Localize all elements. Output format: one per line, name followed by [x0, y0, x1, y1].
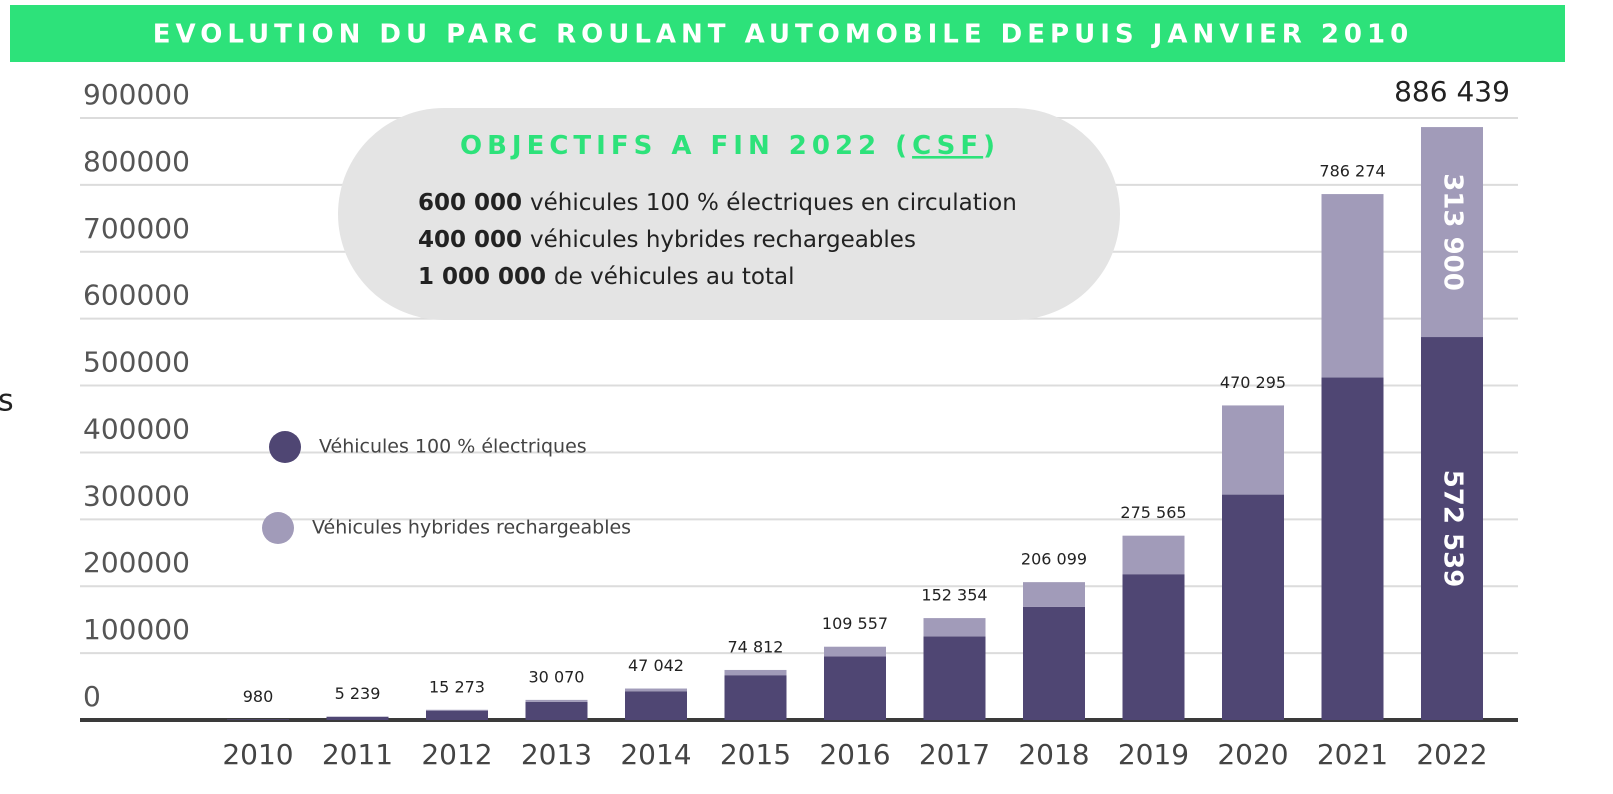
- annotation-bold: 600 000: [418, 190, 522, 216]
- y-tick-label: 900000: [83, 78, 190, 111]
- annotation-box: [338, 108, 1120, 320]
- title-bar: [10, 5, 1565, 62]
- y-tick-label: 300000: [83, 479, 190, 512]
- x-tick-label: 2017: [919, 738, 990, 771]
- x-tick-label: 2019: [1118, 738, 1189, 771]
- bar-segment: [525, 701, 588, 720]
- total-label: 980: [243, 687, 274, 706]
- total-label: 74 812: [728, 637, 784, 656]
- y-tick-label: 100000: [83, 613, 190, 646]
- x-tick-label: 2021: [1317, 738, 1388, 771]
- bar-segment: [1421, 127, 1483, 338]
- annotation-line: 1 000 000 de véhicules au total: [418, 264, 794, 290]
- y-tick-label: 500000: [83, 346, 190, 379]
- bar-segment: [1122, 574, 1185, 720]
- x-tick-label: 2016: [819, 738, 890, 771]
- bar-segment: [426, 709, 488, 711]
- y-tick-label: 800000: [83, 145, 190, 178]
- bar-segment: [625, 691, 687, 720]
- grid: 0 100000 200000 300000 400000 500000 600000 700…: [80, 78, 1518, 722]
- annotation-text: de véhicules au total: [554, 264, 794, 290]
- bars: 2010 980 2011 5 239 2012 15 273 2013 30 070 2014…: [222, 75, 1510, 771]
- total-label: 886 439: [1394, 75, 1510, 108]
- y-tick-label: 200000: [83, 546, 190, 579]
- total-label: 275 565: [1120, 503, 1186, 522]
- bar-segment: [824, 656, 886, 720]
- annotation-line: 600 000 véhicules 100 % électriques en ci…: [418, 190, 1017, 216]
- total-label: 786 274: [1319, 162, 1385, 181]
- y-tick-label: 700000: [83, 212, 190, 245]
- bar-segment: [724, 669, 787, 676]
- total-label: 152 354: [921, 586, 987, 605]
- x-tick-label: 2022: [1416, 738, 1487, 771]
- annotation-text: véhicules hybrides rechargeables: [530, 227, 916, 253]
- x-tick-label: 2015: [720, 738, 791, 771]
- total-label: 15 273: [429, 677, 485, 696]
- total-label: 109 557: [822, 614, 888, 633]
- legend: Véhicules 100 % électriques Véhicules hyb…: [262, 431, 631, 544]
- annotation-title: OBJECTIFS A FIN 2022 (CSF): [460, 131, 1000, 161]
- total-label: 30 070: [529, 667, 585, 686]
- x-tick-label: 2010: [222, 738, 293, 771]
- x-tick-label: 2011: [322, 738, 393, 771]
- bar-segment: [1421, 337, 1483, 720]
- bar-segment: [426, 710, 488, 720]
- bar-segment: [1222, 494, 1284, 720]
- y-tick-label: 0: [83, 680, 101, 713]
- bar-segment: [326, 716, 389, 720]
- total-label: 206 099: [1021, 550, 1087, 569]
- y-tick-label: 400000: [83, 412, 190, 445]
- annotation-title-part: ): [983, 131, 1000, 161]
- legend-swatch: [269, 431, 301, 463]
- total-label: 470 295: [1220, 373, 1286, 392]
- segment-label: 313 900: [1438, 173, 1468, 291]
- bar-segment: [1321, 377, 1384, 720]
- x-tick-label: 2020: [1217, 738, 1288, 771]
- bar-segment: [923, 636, 986, 720]
- annotation-lines: 600 000 véhicules 100 % électriques en ci…: [418, 190, 1017, 290]
- bar-segment: [824, 646, 886, 657]
- bar-segment: [1122, 535, 1185, 575]
- legend-label: Véhicules 100 % électriques: [319, 436, 587, 458]
- total-label: 47 042: [628, 656, 684, 675]
- edge-text: s: [0, 384, 14, 419]
- legend-label: Véhicules hybrides rechargeables: [312, 517, 631, 539]
- bar-segment: [625, 688, 687, 692]
- bar-segment: [227, 719, 289, 720]
- annotation-bold: 400 000: [418, 227, 522, 253]
- annotation-text: véhicules 100 % électriques en circulati…: [530, 190, 1017, 216]
- annotation-title-part: OBJECTIFS A FIN 2022 (: [460, 131, 912, 161]
- chart-title: EVOLUTION DU PARC ROULANT AUTOMOBILE DEP…: [153, 20, 1413, 50]
- segment-label: 572 539: [1438, 470, 1468, 588]
- x-tick-label: 2014: [620, 738, 691, 771]
- x-tick-label: 2013: [521, 738, 592, 771]
- bar-segment: [525, 699, 588, 702]
- x-tick-label: 2012: [421, 738, 492, 771]
- bar-segment: [724, 675, 787, 720]
- y-tick-label: 600000: [83, 279, 190, 312]
- bar-segment: [1023, 606, 1085, 720]
- annotation-bold: 1 000 000: [418, 264, 546, 290]
- bar-segment: [923, 618, 986, 637]
- total-label: 5 239: [335, 684, 381, 703]
- annotation-line: 400 000 véhicules hybrides rechargeables: [418, 227, 916, 253]
- bar-segment: [1222, 405, 1284, 495]
- legend-swatch: [262, 512, 294, 544]
- bar-segment: [1023, 582, 1085, 607]
- bar-segment: [1321, 194, 1384, 378]
- x-tick-label: 2018: [1018, 738, 1089, 771]
- annotation-title-part: CSF: [912, 131, 983, 161]
